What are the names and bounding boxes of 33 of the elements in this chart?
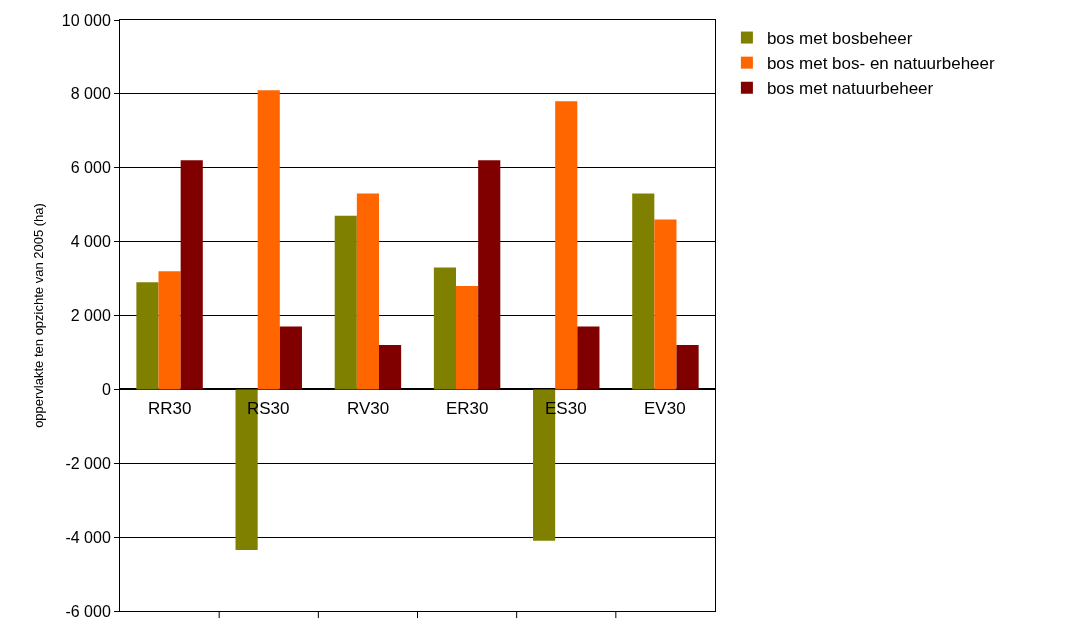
- y-tick-label: 8 000: [70, 85, 111, 103]
- bar: [180, 160, 203, 390]
- bar: [378, 345, 402, 390]
- x-tick-label: EV30: [644, 399, 686, 418]
- bar: [136, 282, 159, 390]
- bar: [279, 326, 302, 390]
- y-tick-label: 2 000: [70, 307, 111, 325]
- bar: [356, 193, 379, 390]
- bar: [158, 271, 181, 390]
- y-tick-label: -2 000: [65, 454, 111, 472]
- x-tick-label: ER30: [446, 399, 489, 418]
- y-tick-label: 6 000: [70, 159, 111, 177]
- y-tick-label: -6 000: [65, 602, 111, 620]
- legend-label: bos met natuurbeheer: [766, 79, 934, 99]
- y-tick-label: 0: [101, 380, 111, 398]
- bar: [257, 90, 280, 390]
- legend-label: bos met bos- en natuurbeheer: [766, 54, 995, 74]
- x-tick-label: RR30: [148, 399, 192, 418]
- bar: [478, 160, 501, 390]
- bar: [577, 326, 600, 390]
- bar: [334, 215, 357, 390]
- y-axis-title: oppervlakte ten opzichte van 2005 (ha): [30, 203, 46, 428]
- bar: [654, 219, 677, 390]
- bar: [555, 101, 578, 390]
- bar: [632, 193, 655, 390]
- bar: [676, 345, 699, 390]
- y-tick-label: 10 000: [61, 11, 111, 29]
- y-tick-label: 4 000: [70, 233, 111, 251]
- x-tick-label: RV30: [347, 399, 390, 418]
- legend-label: bos met bosbeheer: [766, 29, 913, 49]
- y-tick-label: -4 000: [65, 528, 111, 546]
- bar: [456, 285, 479, 390]
- bar: [433, 267, 457, 390]
